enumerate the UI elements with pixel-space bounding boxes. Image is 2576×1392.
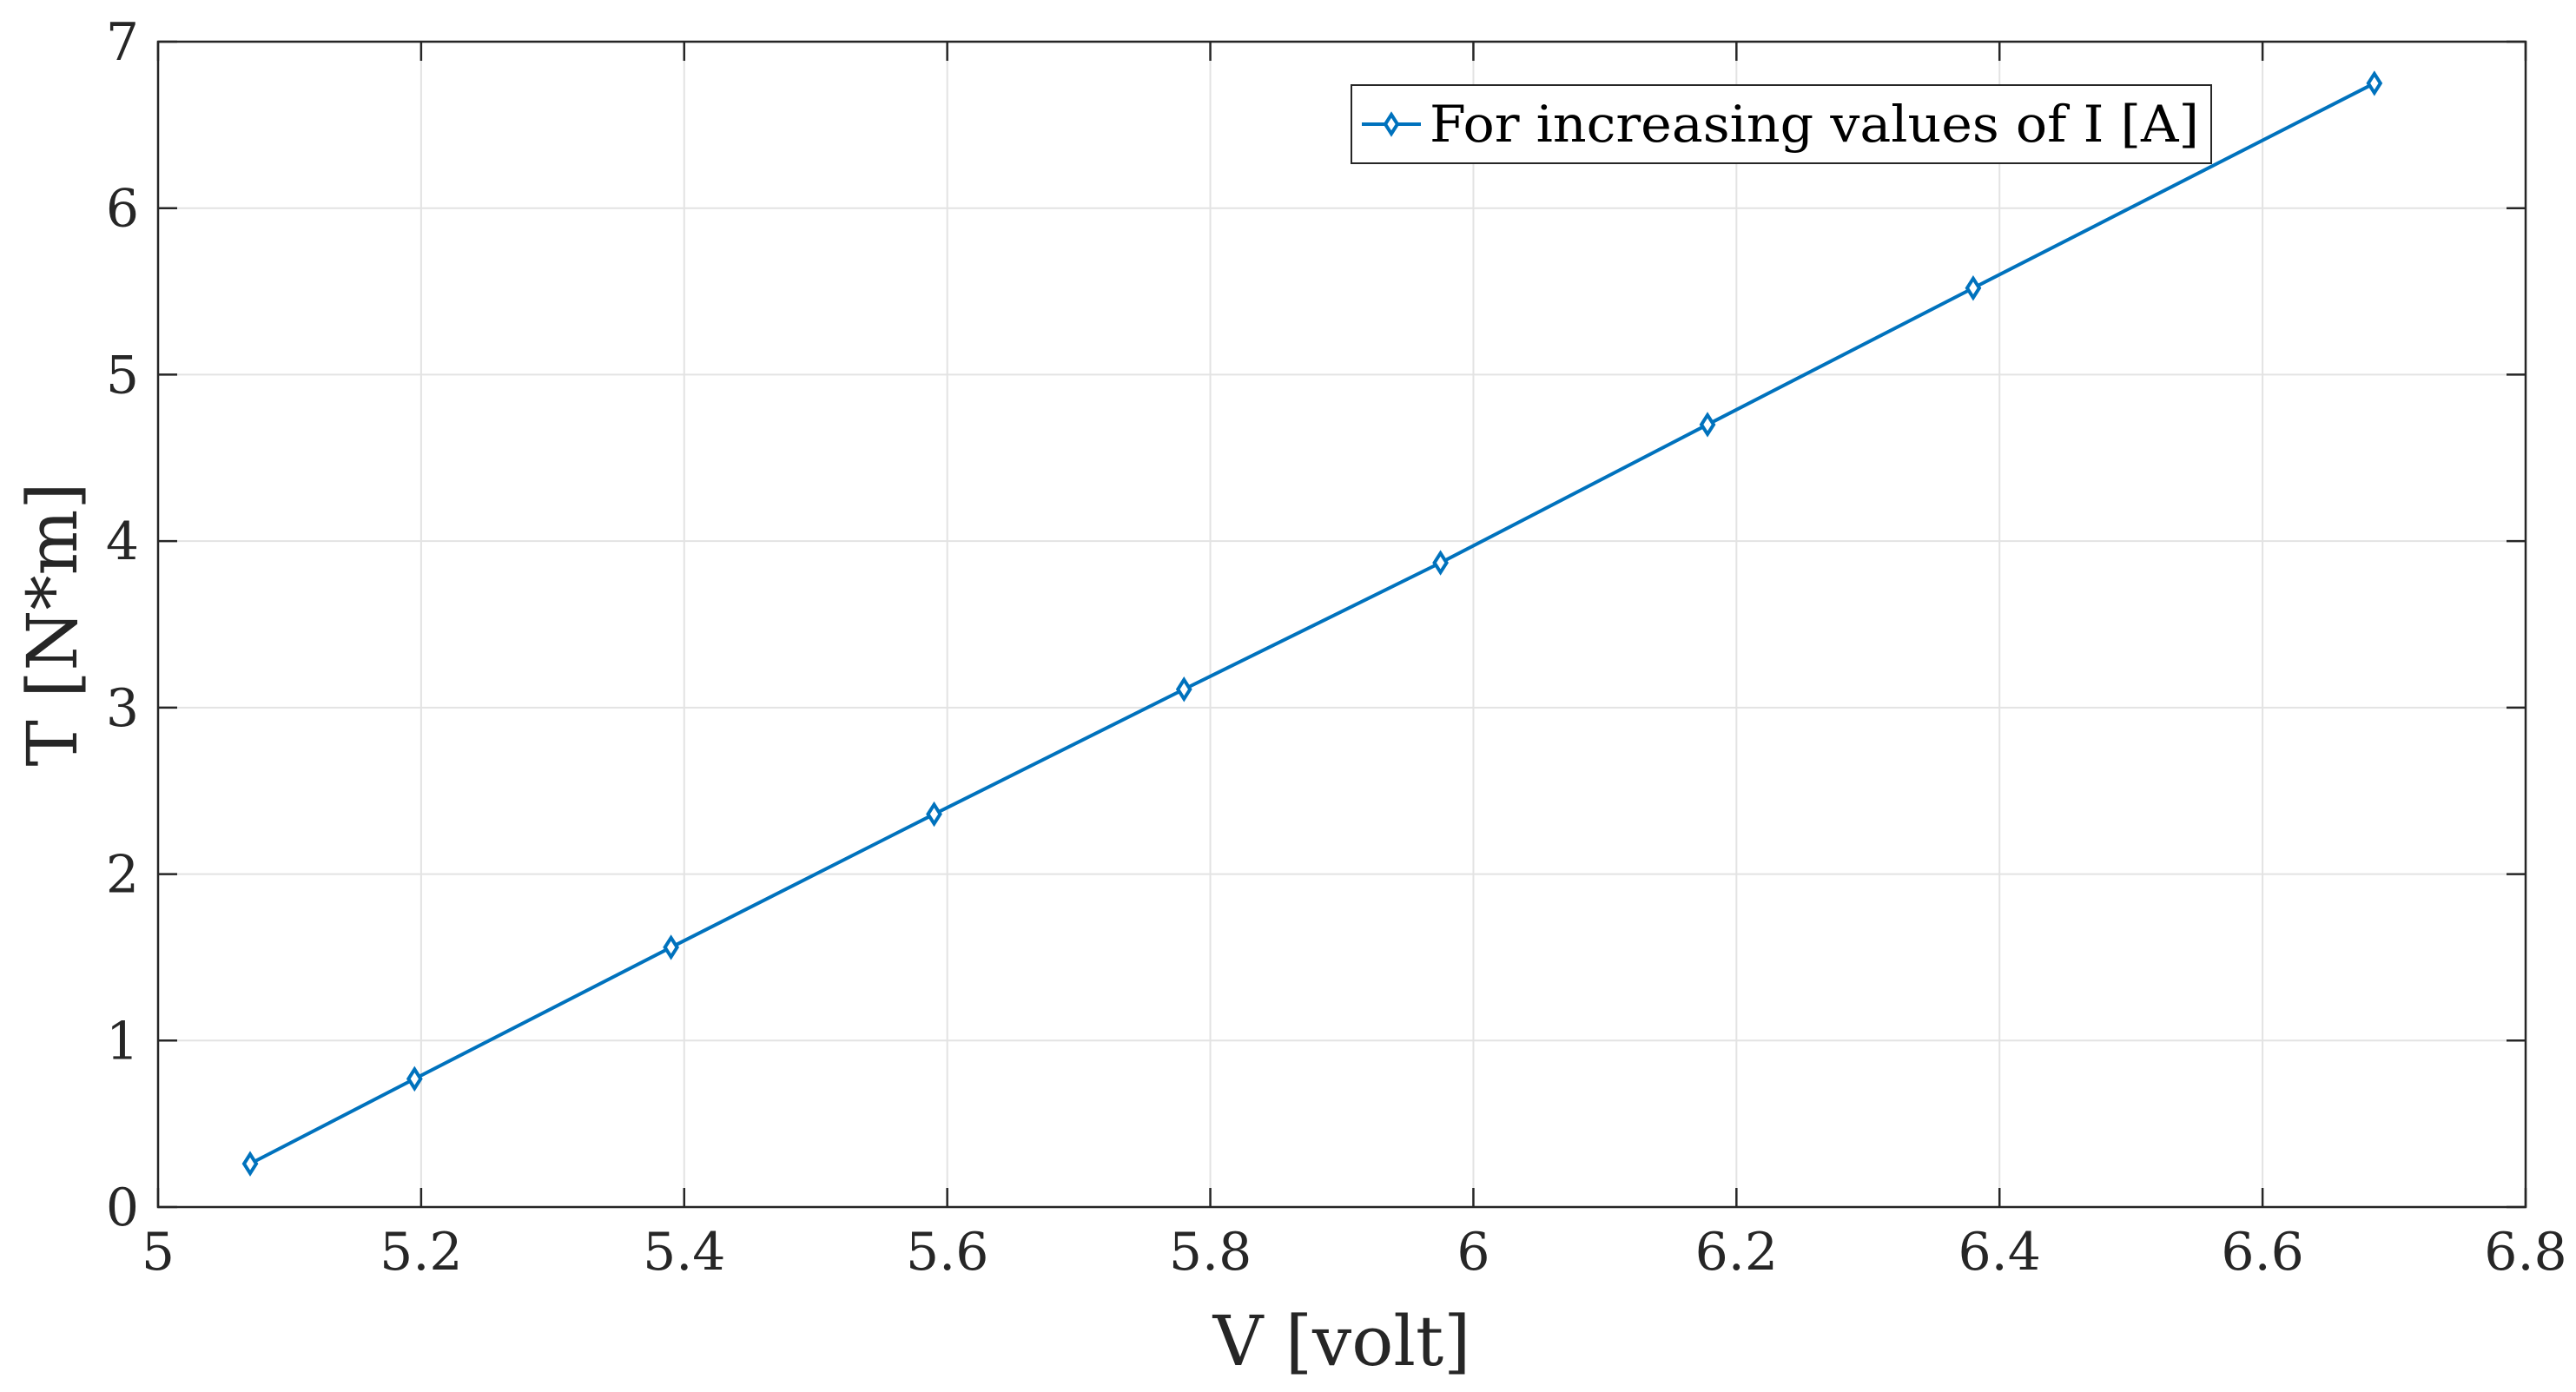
x-tick-label: 6 [1456,1222,1489,1283]
x-tick-label: 6.6 [2221,1222,2303,1283]
y-tick-label: 6 [106,179,139,240]
y-tick-label: 7 [106,12,139,73]
x-tick-label: 6.4 [1958,1222,2041,1283]
x-tick-label: 5.6 [906,1222,988,1283]
x-tick-label: 5.8 [1169,1222,1252,1283]
series-group [241,70,2383,1177]
data-point-marker [2366,70,2383,96]
data-point-marker [406,1065,423,1092]
x-tick-label: 5.4 [643,1222,725,1283]
x-tick-label: 6.8 [2484,1222,2566,1283]
plot-area-frame [156,40,2527,1209]
axis-ticks [156,40,2527,1209]
x-tick-label: 5 [142,1222,175,1283]
y-tick-label: 1 [106,1011,139,1072]
y-axis-label: T [N*m] [12,482,93,766]
y-tick-label: 2 [106,845,139,906]
x-axis-tick-labels: 5 5.2 5.4 5.6 5.8 6 6.2 6.4 6.6 6.8 [142,1222,2567,1283]
y-tick-label: 3 [106,678,139,739]
x-tick-label: 5.2 [380,1222,462,1283]
legend-marker-swatch [1383,111,1400,137]
data-point-marker [241,1151,259,1177]
data-point-marker [1699,412,1716,438]
legend-box [1351,84,2212,164]
data-point-marker [926,801,942,828]
x-tick-label: 6.2 [1695,1222,1778,1283]
data-point-marker [1432,550,1449,576]
y-tick-label: 0 [106,1178,139,1238]
data-point-marker [1175,676,1192,703]
series-layer [241,70,2383,1177]
legend: For increasing values of I [A] [1351,84,2212,164]
y-tick-label: 4 [106,511,139,572]
x-axis-label: V [volt] [1212,1301,1471,1382]
data-point-marker [1965,275,1982,301]
y-axis-tick-labels: 0 1 2 3 4 5 6 7 [106,12,139,1238]
y-tick-label: 5 [106,345,139,406]
data-point-marker [663,934,680,960]
legend-label: For increasing values of I [A] [1430,95,2199,154]
